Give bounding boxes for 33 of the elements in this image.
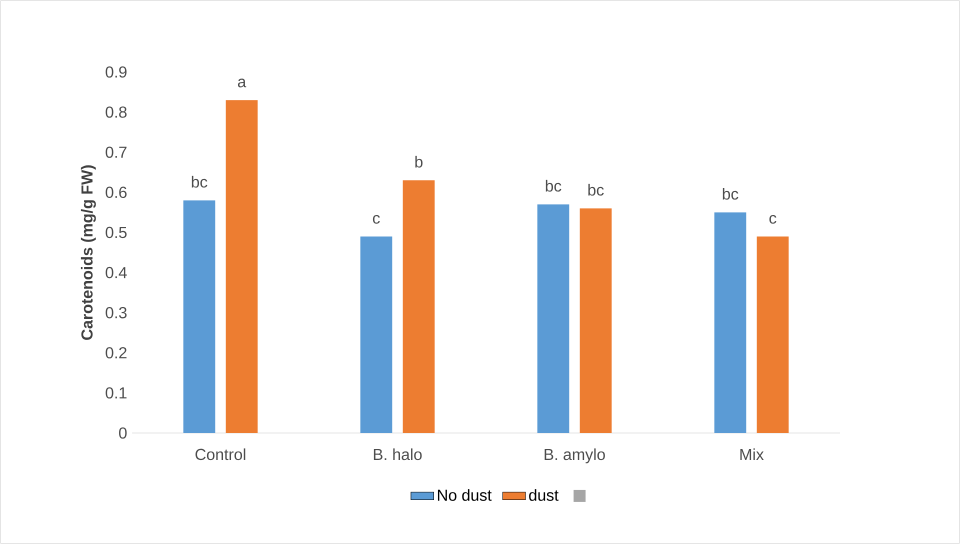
legend-label: No dust	[438, 489, 492, 501]
bar	[756, 236, 789, 433]
annotation: b	[415, 156, 423, 168]
y-tick-label: 0.5	[106, 226, 127, 238]
bar	[402, 180, 435, 433]
bar	[714, 212, 746, 433]
y-tick-label: 0.7	[106, 146, 126, 158]
x-tick-label: Mix	[740, 448, 764, 460]
y-tick-label: 0.4	[106, 266, 127, 278]
annotation: bc	[546, 180, 562, 192]
annotation: bc	[192, 176, 208, 188]
y-tick-label: 0.2	[106, 347, 126, 358]
y-tick-label: 0	[119, 427, 127, 439]
y-tick-label: 0.3	[106, 307, 127, 318]
y-axis-title: Carotenoids (mg/g FW)	[80, 165, 96, 340]
annotation: c	[769, 214, 776, 224]
bar	[226, 100, 258, 433]
annotation: bc	[722, 188, 738, 200]
y-tick-label: 0.8	[106, 106, 127, 118]
y-tick-label: 0.1	[106, 387, 127, 399]
bar	[580, 208, 612, 433]
bar	[537, 204, 570, 433]
bar	[360, 236, 392, 433]
bar	[183, 200, 216, 433]
annotation: bc	[588, 184, 604, 196]
y-tick-label: 0.6	[106, 186, 127, 198]
annotation: a	[238, 78, 246, 88]
x-tick-label: B. amylo	[544, 448, 605, 464]
annotation: c	[372, 214, 380, 224]
x-tick-label: Control	[196, 448, 246, 460]
y-tick-label: 0.9	[106, 66, 127, 78]
x-tick-label: B. halo	[374, 448, 422, 460]
legend-label: dust	[529, 489, 559, 501]
